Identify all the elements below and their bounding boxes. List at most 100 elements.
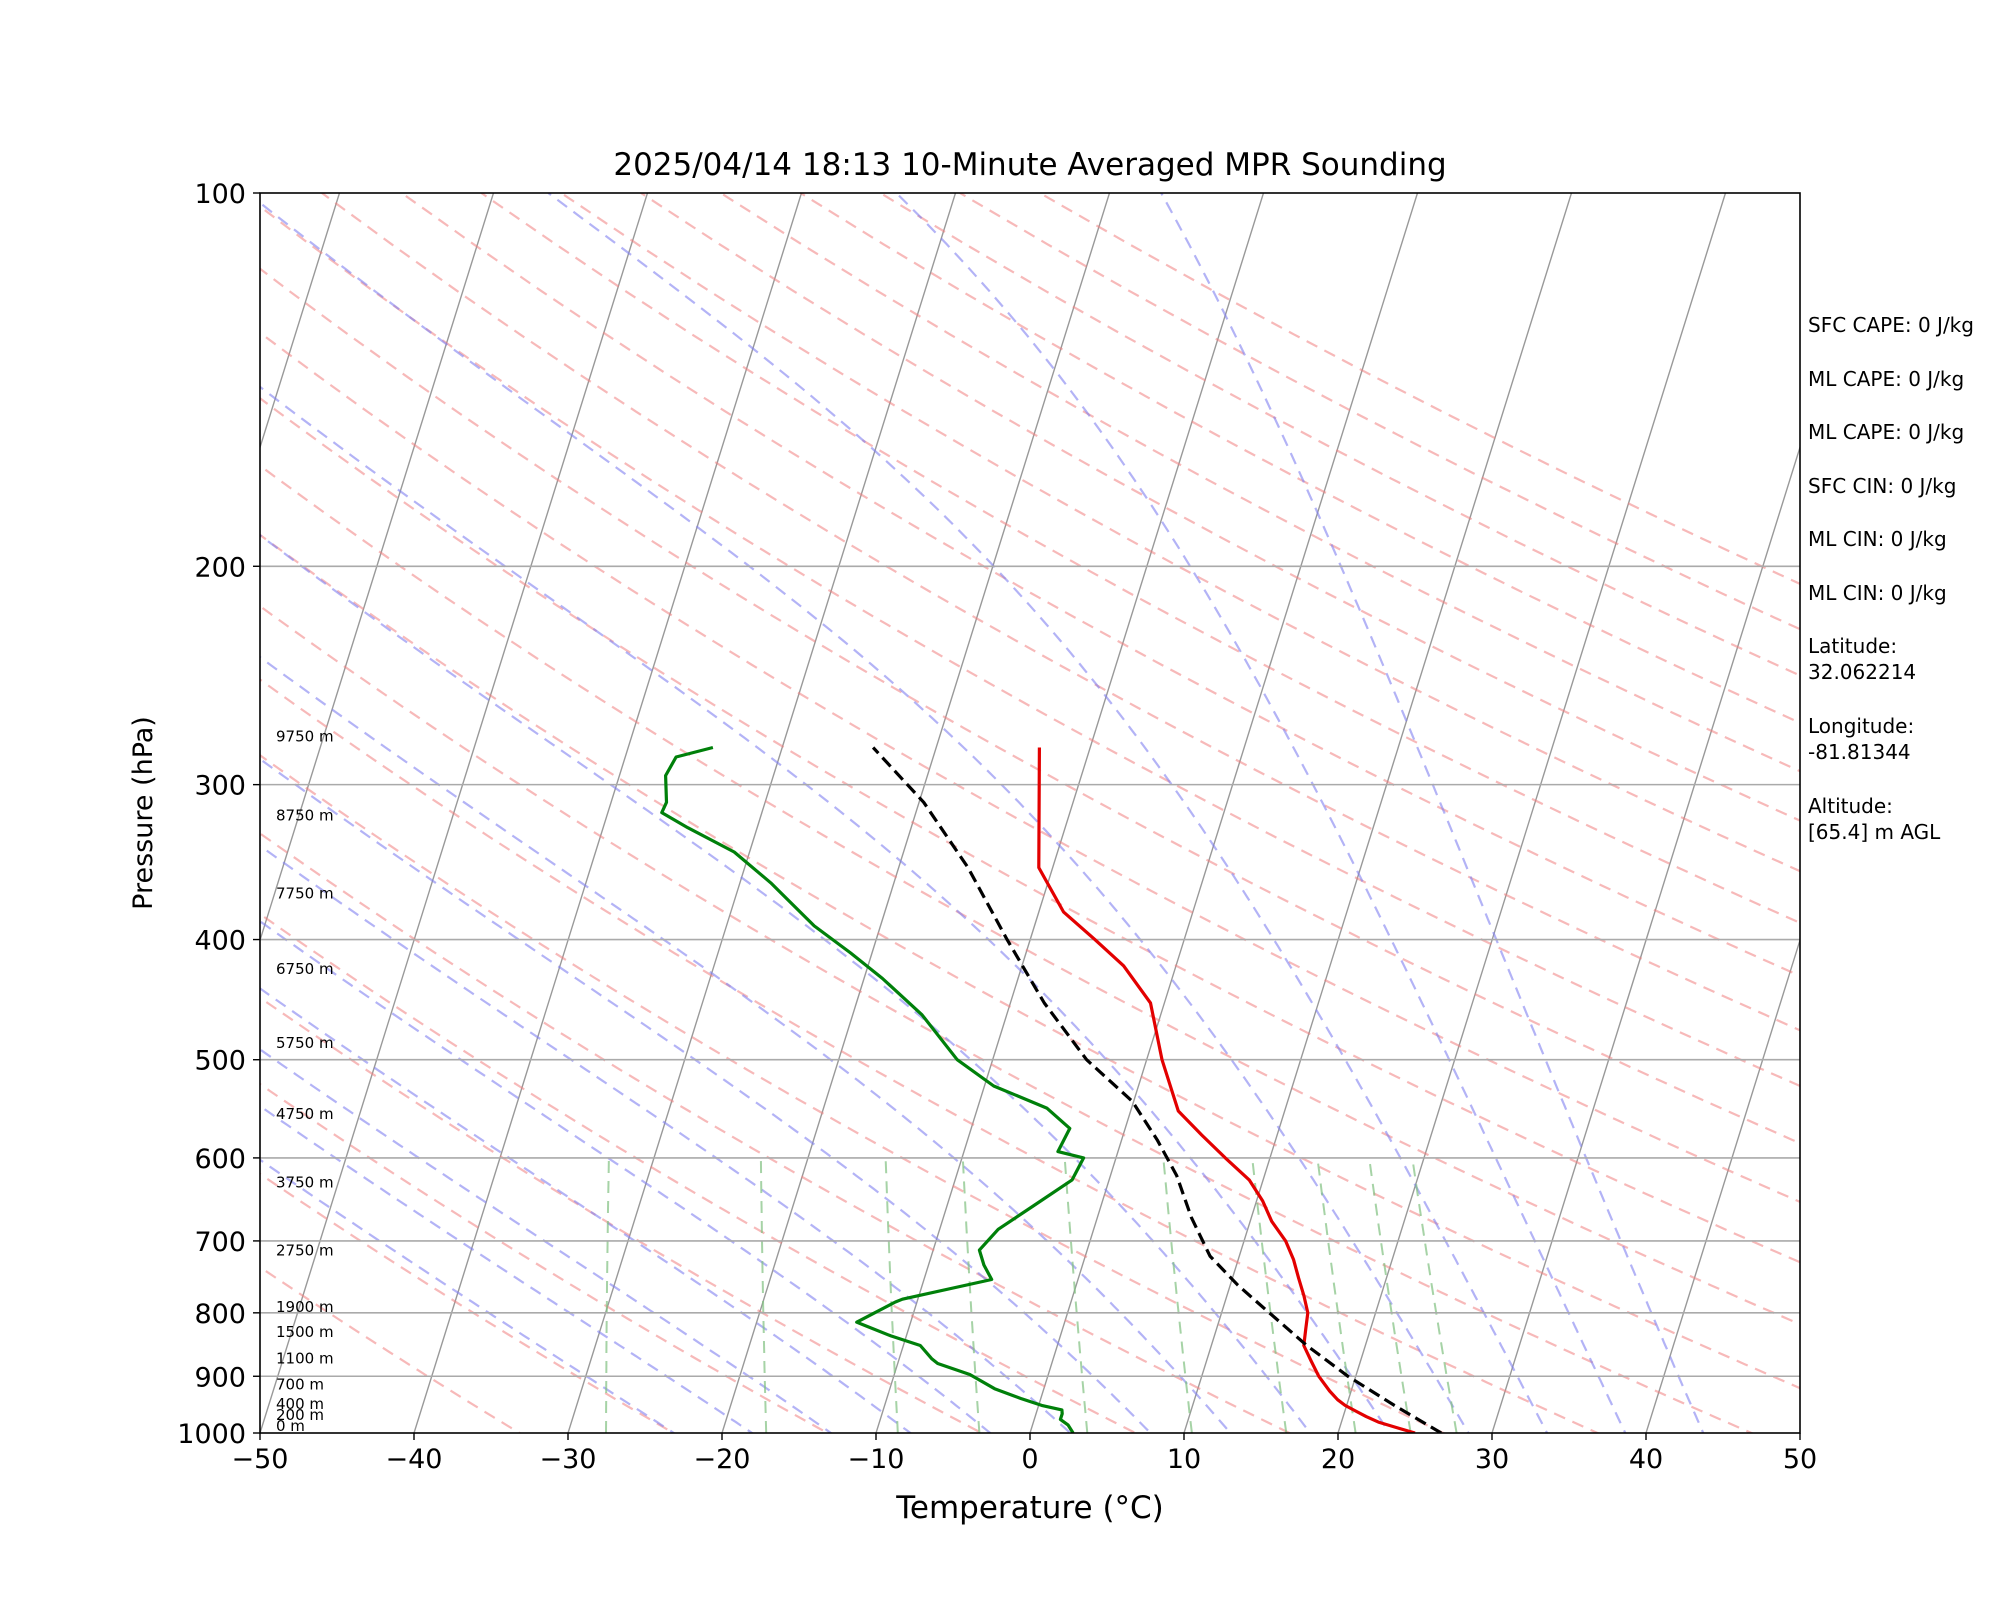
height-label: 9750 m <box>276 728 334 746</box>
latitude-label: Latitude: <box>1808 634 1898 658</box>
moist-adiabat-line <box>260 1048 833 1433</box>
y-tick-label: 100 <box>194 179 246 210</box>
height-label: 1500 m <box>276 1323 334 1341</box>
moist-adiabat-line <box>260 1104 755 1433</box>
info-panel: SFC CAPE: 0 J/kg ML CAPE: 0 J/kg ML CAPE… <box>1808 312 1998 873</box>
moist-adiabat-line <box>1160 193 1705 1433</box>
y-tick-label: 800 <box>194 1299 246 1330</box>
latitude-value: 32.062214 <box>1808 660 1917 684</box>
dry-adiabat-line <box>260 1082 830 1433</box>
dry-adiabat-line <box>260 533 1800 1390</box>
ml-cape-text-2: ML CAPE: 0 J/kg <box>1808 420 1965 444</box>
dry-adiabat-line <box>260 604 1755 1433</box>
longitude-block: Longitude: -81.81344 <box>1808 713 1998 793</box>
x-axis-label: Temperature (°C) <box>895 1490 1164 1526</box>
dry-adiabat-line <box>480 193 1800 925</box>
y-tick-label: 600 <box>194 1144 246 1175</box>
altitude-value: [65.4] m AGL <box>1808 820 1941 844</box>
dry-adiabat-line <box>260 996 984 1433</box>
isotherm-line <box>1337 193 1727 1433</box>
dry-adiabat-line <box>640 193 1800 822</box>
moist-adiabat-line <box>260 987 913 1433</box>
moist-adiabat-line <box>260 533 1312 1433</box>
height-label: 7750 m <box>276 884 334 902</box>
moist-adiabat-line <box>260 757 1152 1433</box>
background-lines <box>0 165 1800 1459</box>
dry-adiabat-line <box>260 753 1447 1433</box>
y-tick-label: 300 <box>194 771 246 802</box>
x-tick-label: 50 <box>1783 1444 1817 1475</box>
height-label: 1900 m <box>276 1298 334 1316</box>
sfc-cape-text: SFC CAPE: 0 J/kg <box>1808 313 1974 337</box>
x-tick-label: −10 <box>848 1444 905 1475</box>
x-tick-label: −30 <box>540 1444 597 1475</box>
x-tick-label: 10 <box>1167 1444 1201 1475</box>
chart-title: 2025/04/14 18:13 10-Minute Averaged MPR … <box>613 147 1446 183</box>
height-label: 0 m <box>276 1417 305 1435</box>
ml-cin-text: ML CIN: 0 J/kg <box>1808 527 1947 551</box>
dry-adiabat-line <box>260 912 1138 1433</box>
dry-adiabat-line <box>260 678 1601 1433</box>
moist-adiabat-line <box>260 201 1470 1433</box>
x-axis: −50 −40 −30 −20 −10 0 10 20 30 40 50 <box>232 1433 1817 1475</box>
ml-cape-text: ML CAPE: 0 J/kg <box>1808 366 1965 391</box>
longitude-label: Longitude: <box>1808 714 1915 738</box>
y-axis-label: Pressure (hPa) <box>128 716 159 910</box>
moist-adiabat-line <box>260 844 1072 1433</box>
x-tick-label: 20 <box>1321 1444 1355 1475</box>
y-tick-label: 1000 <box>177 1419 246 1450</box>
isotherm-line <box>260 193 495 943</box>
y-axis: 1000 900 800 700 600 500 400 300 200 100 <box>177 179 260 1450</box>
x-tick-label: 30 <box>1475 1444 1509 1475</box>
mixing-ratio-line <box>1063 1157 1089 1433</box>
dry-adiabat-line <box>560 193 1800 873</box>
height-label: 200 m <box>276 1406 324 1424</box>
altitude-block: Altitude: [65.4] m AGL <box>1808 793 1998 873</box>
isotherm-line <box>1491 445 1800 1433</box>
isotherm-line <box>1183 193 1573 1433</box>
height-labels: 9750 m 8750 m 7750 m 6750 m 5750 m 4750 m 3750… <box>276 728 334 1435</box>
moist-adiabat-line <box>260 385 1391 1433</box>
isotherm-line <box>875 193 1265 1433</box>
isotherm-line <box>1029 193 1419 1433</box>
longitude-value: -81.81344 <box>1808 740 1911 764</box>
dry-adiabat-line <box>260 331 1800 1204</box>
mixing-ratio-line <box>1411 1157 1458 1433</box>
isotherm-line <box>260 193 341 450</box>
isotherm-line <box>567 193 957 1433</box>
height-label: 2750 m <box>276 1242 334 1260</box>
isotherm-line <box>413 193 803 1433</box>
dry-adiabat-line <box>321 193 1800 1032</box>
y-tick-label: 500 <box>194 1046 246 1077</box>
moist-adiabat-line <box>895 193 1627 1433</box>
isotherm-line <box>721 193 1111 1433</box>
isotherm-line <box>0 165 194 1459</box>
height-label: 4750 m <box>276 1105 334 1123</box>
latitude-block: Latitude: 32.062214 <box>1808 633 1998 713</box>
mixing-ratio-line <box>1316 1157 1357 1433</box>
pressure-gridlines <box>260 565 1800 1378</box>
moist-adiabat-line <box>260 919 992 1433</box>
x-tick-label: 0 <box>1021 1444 1038 1475</box>
y-tick-label: 200 <box>194 552 246 583</box>
moist-adiabat-line <box>260 1158 676 1433</box>
height-label: 700 m <box>276 1376 324 1394</box>
height-label: 6750 m <box>276 960 334 978</box>
y-tick-label: 700 <box>194 1227 246 1258</box>
x-tick-label: 40 <box>1629 1444 1663 1475</box>
height-label: 1100 m <box>276 1349 334 1367</box>
x-tick-label: −20 <box>694 1444 751 1475</box>
height-label: 3750 m <box>276 1173 334 1191</box>
height-label: 400 m <box>276 1395 324 1413</box>
temperature-line <box>1037 747 1416 1433</box>
height-label: 8750 m <box>276 807 334 825</box>
altitude-label: Altitude: <box>1808 794 1893 818</box>
isotherm-line <box>1645 937 1800 1433</box>
height-label: 5750 m <box>276 1034 334 1052</box>
sfc-cin-text: SFC CIN: 0 J/kg <box>1808 473 1957 498</box>
moist-adiabat-line <box>260 655 1232 1433</box>
dry-adiabat-line <box>260 205 1800 1088</box>
y-tick-label: 900 <box>194 1362 246 1393</box>
dry-adiabat-line <box>720 193 1800 773</box>
ml-cin-text-2: ML CIN: 0 J/kg <box>1808 580 1947 605</box>
